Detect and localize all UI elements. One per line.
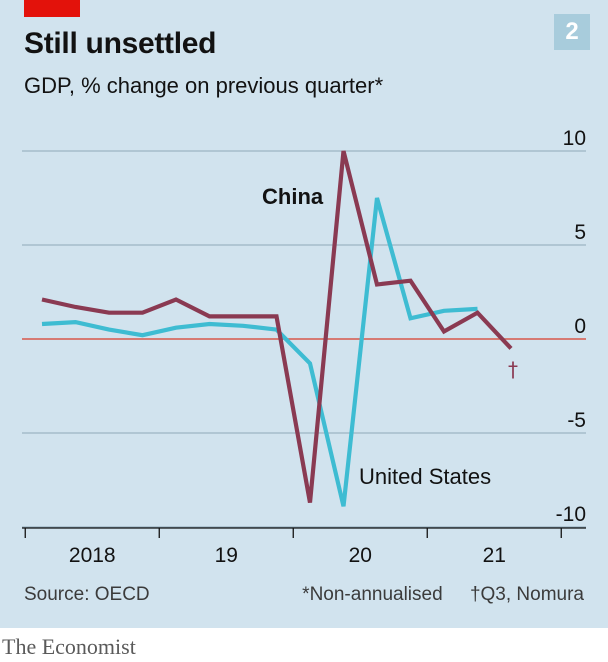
footnote-marker: †	[508, 357, 518, 381]
y-tick-label: 5	[574, 221, 586, 244]
series-label-china: China	[262, 184, 324, 209]
y-tick-label: 10	[563, 127, 586, 150]
chart-number-badge: 2	[554, 14, 590, 50]
chart-panel	[0, 0, 608, 628]
red-tag-logo	[24, 0, 80, 17]
footnotes: *Non-annualised †Q3, Nomura	[302, 584, 584, 606]
y-tick-label: -5	[567, 409, 586, 432]
footnote-annualised: *Non-annualised	[302, 584, 443, 605]
y-tick-label: 0	[574, 315, 586, 338]
x-tick-label: 19	[215, 544, 238, 567]
chart-subtitle: GDP, % change on previous quarter*	[24, 73, 384, 98]
x-tick-label: 20	[349, 544, 372, 567]
footnote-q3: †Q3, Nomura	[469, 584, 584, 605]
series-line-china	[41, 150, 513, 503]
x-tick-label: 2018	[69, 544, 116, 567]
y-tick-label: -10	[556, 503, 586, 526]
source-note: Source: OECD	[24, 584, 150, 605]
series-line-united-states	[41, 197, 478, 507]
x-tick-label: 21	[483, 544, 506, 567]
series-label-united-states: United States	[359, 464, 491, 489]
chart-title: Still unsettled	[24, 27, 217, 60]
brand-wordmark: The Economist	[2, 634, 136, 659]
